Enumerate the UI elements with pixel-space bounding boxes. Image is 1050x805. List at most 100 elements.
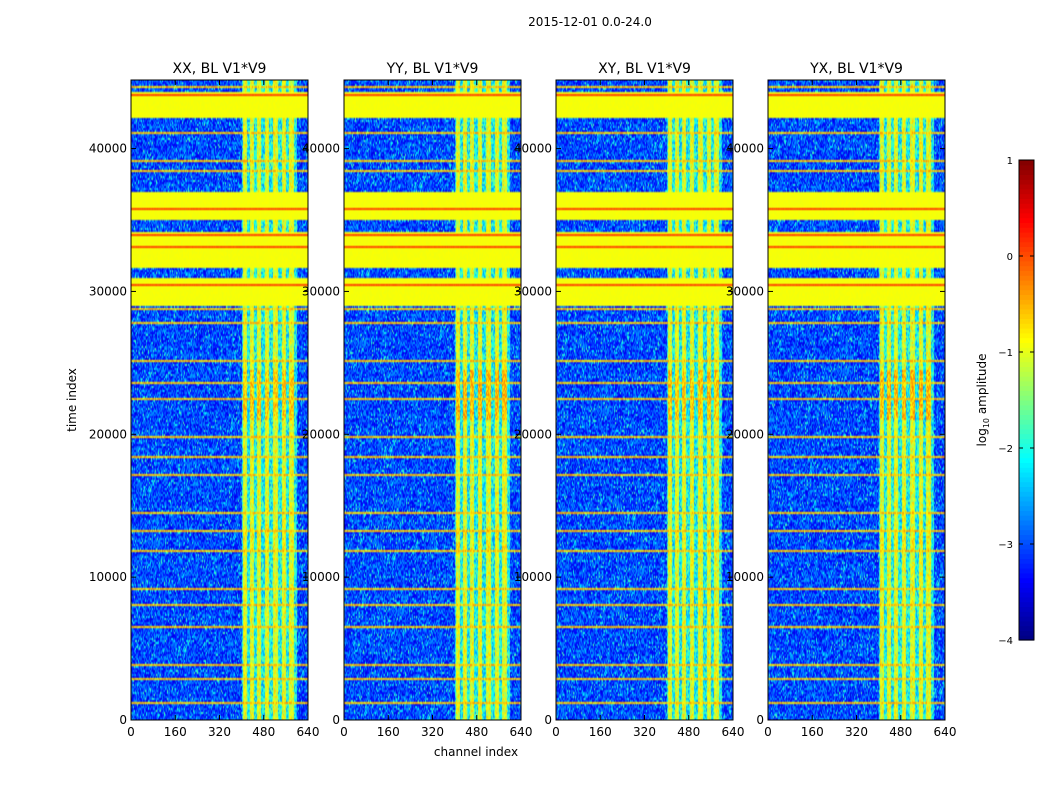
y-tick-label: 20000 [726,427,764,441]
x-tick-label: 480 [677,725,700,739]
colorbar-segment [1019,212,1034,219]
colorbar-segment [1019,371,1034,377]
x-tick-label: 640 [297,725,320,739]
colorbar-segment [1019,620,1034,627]
y-tick-label: 0 [332,713,340,727]
y-tick-label: 30000 [302,284,340,298]
x-tick-label: 0 [127,725,135,739]
x-tick-label: 640 [934,725,957,739]
colorbar-label-suffix: amplitude [975,354,989,418]
colorbar-segment [1019,188,1034,195]
y-tick-label: 10000 [89,570,127,584]
colorbar-segment [1019,313,1034,319]
y-tick-label: 40000 [726,142,764,156]
colorbar-segment [1019,630,1034,636]
colorbar-segment [1019,520,1034,526]
colorbar-segment [1019,332,1034,339]
colorbar-segment [1019,486,1034,492]
y-tick-label: 20000 [514,427,552,441]
heatmap-image [344,80,521,720]
x-tick-label: 480 [465,725,488,739]
panel-title: YX, BL V1*V9 [809,61,903,77]
colorbar-segment [1019,548,1034,555]
colorbar-segment [1019,275,1034,281]
y-tick-label: 0 [119,713,127,727]
colorbar-segment [1019,184,1034,190]
colorbar-segment [1019,304,1034,310]
x-tick-label: 320 [633,725,656,739]
colorbar: −4 −3 −2 −1 0 1 log10 amplitude [975,156,1035,647]
y-tick-label: 40000 [302,142,340,156]
colorbar-segment [1019,433,1034,439]
colorbar-segment [1019,380,1034,387]
colorbar-segment [1019,467,1034,473]
colorbar-segment [1019,400,1034,406]
colorbar-segment [1019,236,1034,243]
x-tick-label: 640 [722,725,745,739]
colorbar-segment [1019,251,1034,257]
colorbar-tick-label: −1 [998,348,1013,359]
colorbar-segment [1019,582,1034,588]
colorbar-segment [1019,227,1034,233]
y-tick-label: 10000 [302,570,340,584]
colorbar-segment [1019,356,1034,363]
colorbar-tick-label: 0 [1007,252,1013,263]
colorbar-segment [1019,544,1034,550]
panel-title: XX, BL V1*V9 [173,61,267,77]
colorbar-segment [1019,515,1034,521]
colorbar-segment [1019,164,1034,171]
colorbar-segment [1019,510,1034,516]
colorbar-segment [1019,395,1034,401]
colorbar-segment [1019,409,1034,415]
colorbar-segment [1019,419,1034,425]
colorbar-segment [1019,491,1034,497]
x-tick-label: 0 [552,725,560,739]
colorbar-segment [1019,587,1034,593]
x-axis-label: channel index [434,745,518,759]
panel-yx: YX, BL V1*V9 0 160 320 480 640 0 10000 20000 3000… [726,61,957,739]
figure-suptitle: 2015-12-01 0.0-24.0 [528,15,652,29]
colorbar-segment [1019,208,1034,214]
panel-yy: YY, BL V1*V9 0 160 320 480 640 0 10000 20000 3000… [302,61,533,739]
colorbar-segment [1019,179,1034,185]
colorbar-segment [1019,294,1034,300]
x-tick-label: 320 [845,725,868,739]
x-tick-label: 160 [164,725,187,739]
colorbar-segment [1019,265,1034,271]
colorbar-segment [1019,169,1034,175]
x-tick-label: 320 [208,725,231,739]
colorbar-segment [1019,385,1034,391]
colorbar-segment [1019,635,1034,641]
colorbar-segment [1019,500,1034,507]
y-tick-label: 40000 [89,142,127,156]
colorbar-segment [1019,606,1034,612]
colorbar-segment [1019,457,1034,463]
colorbar-frame [1018,159,1035,641]
colorbar-segment [1019,390,1034,396]
colorbar-segment [1019,568,1034,574]
colorbar-segment [1019,217,1034,223]
heatmap-image [131,80,308,720]
colorbar-segment [1019,558,1034,564]
x-tick-label: 480 [889,725,912,739]
colorbar-segment [1019,611,1034,617]
y-tick-label: 10000 [726,570,764,584]
colorbar-segment [1019,323,1034,329]
x-tick-label: 160 [377,725,400,739]
colorbar-segment [1019,347,1034,353]
colorbar-segment [1019,222,1034,228]
x-tick-label: 0 [764,725,772,739]
panel-title: XY, BL V1*V9 [598,61,691,77]
x-tick-label: 640 [510,725,533,739]
colorbar-segment [1019,414,1034,420]
colorbar-segment [1019,601,1034,607]
y-tick-label: 0 [756,713,764,727]
colorbar-segment [1019,342,1034,348]
colorbar-segment [1019,529,1034,535]
colorbar-segment [1019,596,1034,603]
colorbar-segment [1019,160,1034,166]
panels: XX, BL V1*V9 0 160 320 480 640 0 10000 20000 3000… [89,61,957,739]
colorbar-segment [1019,308,1034,315]
